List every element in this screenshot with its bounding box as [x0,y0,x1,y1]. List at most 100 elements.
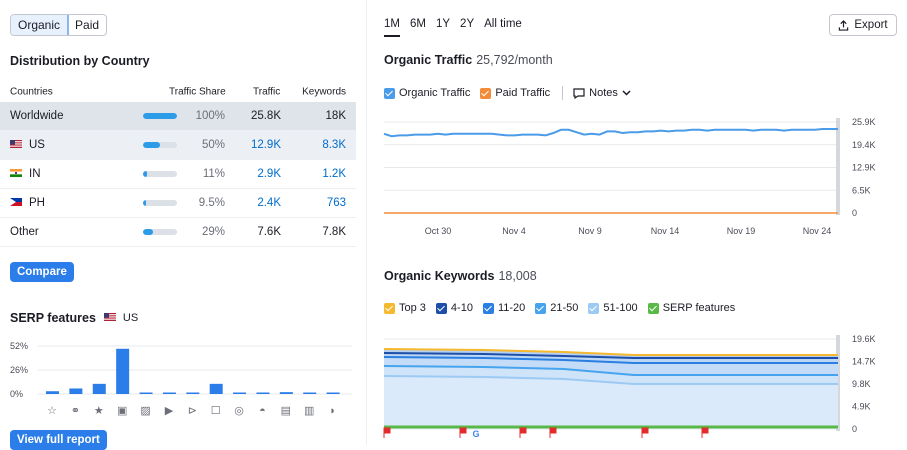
keyword-line [383,365,838,376]
export-label: Export [854,19,888,31]
table-row[interactable]: IN 11% 2.9K 1.2K [0,160,356,189]
legend-item[interactable]: 21-50 [535,302,578,314]
serp-bar[interactable] [116,348,130,394]
note-flag-icon[interactable] [459,427,467,438]
serp-bar[interactable] [46,391,59,394]
note-flag-icon[interactable] [383,427,391,438]
graduation-cap-icon[interactable]: ◓ [259,405,266,417]
y-tick: 0 [852,424,857,434]
traffic-value[interactable]: 2.4K [257,197,281,209]
briefcase-icon[interactable]: ▥ [304,405,314,417]
legend-item[interactable]: 11-20 [482,302,525,314]
organic-toggle[interactable]: Organic [11,15,70,35]
header-keywords: Keywords [302,86,346,98]
keyword-line [383,356,838,364]
x-tick: Nov 24 [803,226,832,236]
distribution-title: Distribution by Country [10,54,150,68]
star-icon[interactable]: ★ [94,405,104,417]
note-flag-icon[interactable] [641,427,649,438]
view-full-report-button[interactable]: View full report [10,430,107,450]
serp-bar[interactable] [256,392,270,395]
organic-keywords-title: Organic Keywords [384,269,495,283]
chevron-down-icon [622,90,631,96]
country-name: Other [10,226,39,238]
legend-item[interactable]: Top 3 [384,302,426,314]
keyword-line [383,352,838,359]
link-icon[interactable]: ⚭ [71,405,80,417]
traffic-share: 100% [195,110,225,122]
table-header: Countries Traffic Share Traffic Keywords [0,82,356,102]
compare-button[interactable]: Compare [10,262,74,282]
keyword-line [383,348,838,356]
star-outline-icon[interactable]: ☆ [47,405,57,417]
organic-traffic-heading: Organic Traffic 25,792/month [384,53,553,67]
traffic-value[interactable]: 2.9K [257,168,281,180]
in-flag-icon [10,168,22,177]
serp-bar[interactable] [69,388,83,394]
table-row[interactable]: Worldwide 100% 25.8K 18K [0,102,356,131]
legend-paid-traffic[interactable]: Paid Traffic [480,87,550,99]
serp-bar[interactable] [303,392,317,395]
notes-dropdown[interactable]: Notes [573,87,631,99]
keywords-value: 18K [325,110,346,122]
x-tick: Nov 19 [727,226,756,236]
traffic-share: 9.5% [198,197,225,209]
range-tab[interactable]: All time [484,18,522,30]
legend-organic-traffic[interactable]: Organic Traffic [384,87,470,99]
table-row[interactable]: US 50% 12.9K 8.3K [0,131,356,160]
serp-bar[interactable] [92,383,106,394]
checkbox-icon [535,302,547,314]
serp-header: SERP features US [10,311,138,325]
legend-item[interactable]: 4-10 [435,302,473,314]
serp-bar[interactable] [233,392,247,395]
video-icon[interactable]: ▶ [165,405,174,417]
keywords-value[interactable]: 8.3K [322,139,346,151]
traffic-share-bar [143,142,177,148]
header-traffic-share: Traffic Share [169,86,226,98]
serp-bar[interactable] [186,392,200,395]
video-carousel-icon[interactable]: ⊳ [188,405,197,417]
organic-traffic-chart: 25.9K 19.4K 12.9K 6.5K 0 Oct 30 Nov 4 Nov 9 Nov … [383,117,876,236]
range-tab[interactable]: 1M [384,18,400,37]
traffic-value[interactable]: 12.9K [250,139,281,151]
traffic-share-bar [143,200,177,206]
keywords-value[interactable]: 1.2K [322,168,346,180]
traffic-value: 7.6K [257,226,281,238]
y-tick: 0 [852,208,857,218]
google-icon[interactable]: G [472,429,479,439]
serp-chart: 52% 26% 0% ☆ ⚭ ★ ▣ ▨ ▶ ⊳ ☐ ◎ ◓ ▤ ▥ ◗ [10,341,352,417]
country-name: Worldwide [10,110,64,122]
image-pack-icon[interactable]: ▨ [140,405,150,417]
range-tab[interactable]: 1Y [435,18,451,30]
location-pin-icon[interactable]: ◎ [234,405,244,417]
note-flag-icon[interactable] [549,427,557,438]
comment-icon[interactable]: ☐ [211,405,221,417]
traffic-share: 11% [202,168,225,180]
serp-bar[interactable] [326,392,340,395]
export-button[interactable]: Export [829,14,897,36]
document-icon[interactable]: ▤ [281,405,291,417]
note-flag-icon[interactable] [519,427,527,438]
legend-item[interactable]: SERP features [647,302,735,314]
range-tab[interactable]: 6M [409,18,426,30]
organic-keywords-chart: 19.6K 14.7K 9.8K 4.9K 0 G [383,334,876,439]
range-tab[interactable]: 2Y [460,18,475,30]
note-flag-icon[interactable] [701,427,709,438]
serp-bar[interactable] [209,383,223,394]
table-row[interactable]: Other 29% 7.6K 7.8K [0,218,356,247]
legend-item[interactable]: 51-100 [588,302,638,314]
serp-country: US [122,312,139,324]
image-icon[interactable]: ▣ [117,405,127,417]
y-tick: 14.7K [852,357,876,367]
serp-title: SERP features [10,311,96,325]
chart-scroll-handle[interactable] [836,118,840,215]
serp-bar[interactable] [139,392,153,395]
serp-bar[interactable] [279,392,293,394]
twitter-icon[interactable]: ◗ [329,405,336,417]
serp-bar[interactable] [162,392,176,395]
keywords-value[interactable]: 763 [326,197,346,209]
paid-toggle[interactable]: Paid [75,18,100,32]
traffic-value: 25.8K [250,110,281,122]
table-row[interactable]: PH 9.5% 2.4K 763 [0,189,356,218]
y-tick: 19.4K [852,140,876,150]
